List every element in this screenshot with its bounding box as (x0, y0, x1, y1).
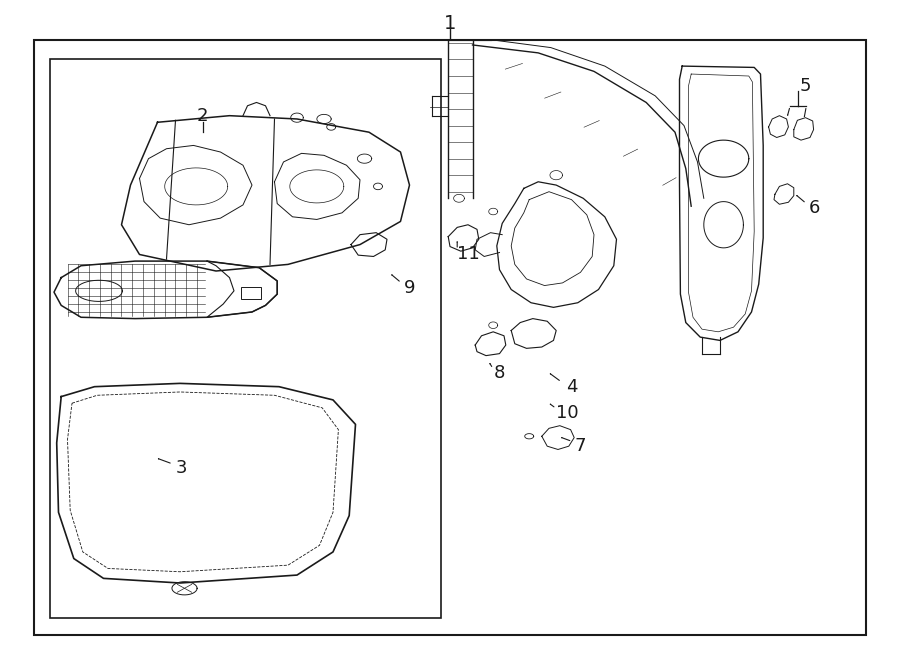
Text: 6: 6 (809, 199, 820, 217)
Text: 7: 7 (575, 437, 586, 455)
Text: 4: 4 (566, 377, 577, 396)
Text: 8: 8 (494, 364, 505, 383)
Text: 11: 11 (456, 245, 480, 264)
Text: 1: 1 (444, 14, 456, 32)
Text: 10: 10 (555, 404, 579, 422)
Bar (241, 287, 261, 299)
Text: 5: 5 (800, 77, 811, 95)
Text: 3: 3 (176, 459, 187, 477)
Text: 9: 9 (404, 278, 415, 297)
Text: 2: 2 (197, 106, 208, 125)
Bar (50, 59, 441, 618)
